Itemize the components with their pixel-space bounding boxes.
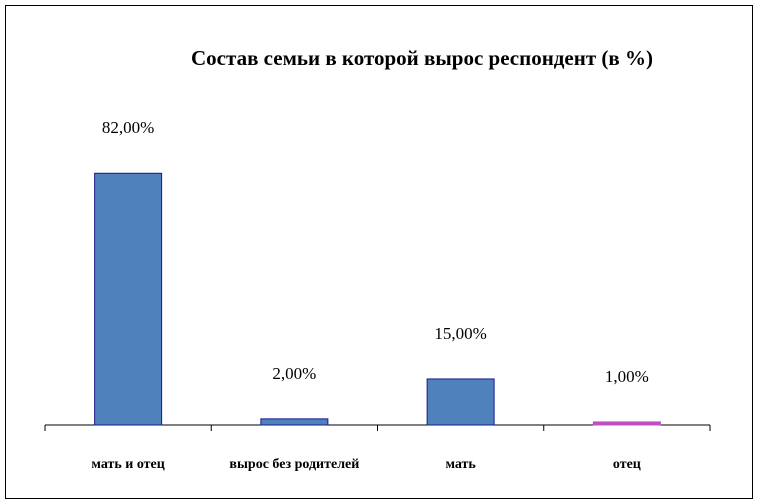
value-label: 82,00% <box>102 118 154 137</box>
x-tick-label: мать <box>445 457 476 472</box>
bar <box>426 378 495 426</box>
x-tick-label: мать и отец <box>91 457 164 472</box>
value-label: 1,00% <box>605 367 649 386</box>
x-tick-label: отец <box>613 457 641 472</box>
chart-title: Состав семьи в которой вырос респондент … <box>191 46 653 70</box>
bar <box>260 418 329 426</box>
value-label: 15,00% <box>434 324 486 343</box>
x-tick-label: вырос без родителей <box>229 457 359 472</box>
value-label: 2,00% <box>272 364 316 383</box>
bar <box>94 172 163 426</box>
bar <box>592 421 661 426</box>
